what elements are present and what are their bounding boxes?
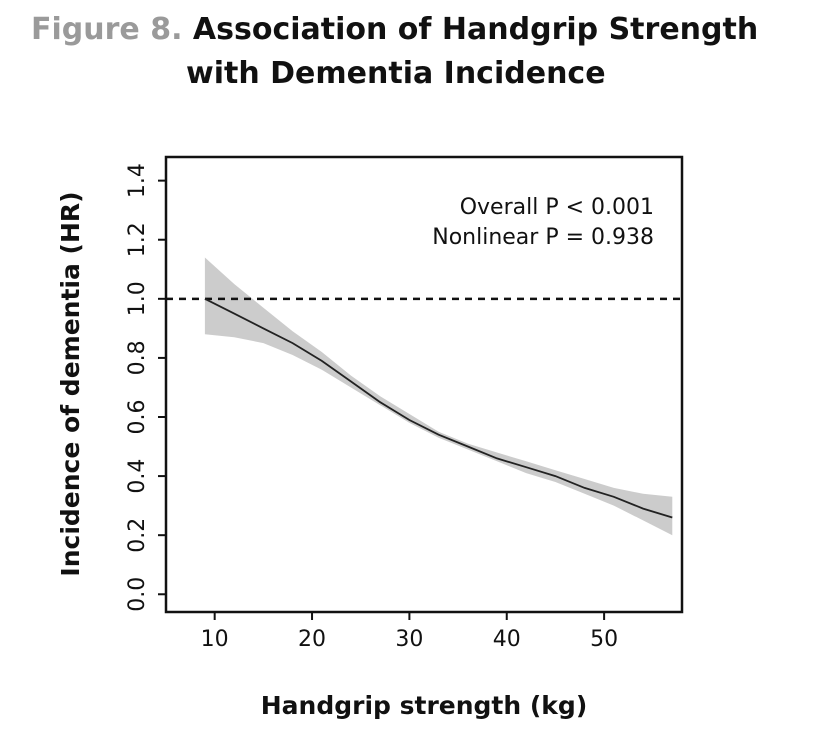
y-tick-label: 0.0 <box>125 577 150 612</box>
p-value-annotation: Nonlinear P = 0.938 <box>432 225 654 250</box>
plot-frame <box>164 155 684 614</box>
title-line-2: with Dementia Incidence <box>186 56 606 91</box>
x-tick-label: 20 <box>298 627 326 652</box>
x-tick-label: 30 <box>395 627 423 652</box>
confidence-band <box>204 257 673 536</box>
figure-title: Figure 8. Association of Handgrip Streng… <box>0 0 816 110</box>
title-text-line-1: Association of Handgrip Strength <box>192 12 759 47</box>
x-tick-label: 50 <box>590 627 618 652</box>
hr-curve <box>204 297 673 519</box>
title-text-line-2: with Dementia Incidence <box>186 56 606 91</box>
y-tick-label: 0.8 <box>125 340 150 375</box>
x-tick-label: 10 <box>201 627 229 652</box>
title-line-1: Figure 8. Association of Handgrip Streng… <box>31 12 758 47</box>
x-axis-label: Handgrip strength (kg) <box>261 691 588 720</box>
y-tick-label: 1.4 <box>125 163 150 198</box>
y-tick-label: 0.6 <box>125 400 150 435</box>
figure-number: Figure 8. <box>31 12 183 47</box>
x-tick-label: 40 <box>493 627 521 652</box>
y-tick-label: 1.2 <box>125 222 150 257</box>
p-value-annotation: Overall P < 0.001 <box>460 195 654 220</box>
y-axis-label: Incidence of dementia (HR) <box>56 191 85 576</box>
y-tick-label: 1.0 <box>125 281 150 316</box>
y-tick-label: 0.2 <box>125 518 150 553</box>
y-tick-label: 0.4 <box>125 459 150 494</box>
